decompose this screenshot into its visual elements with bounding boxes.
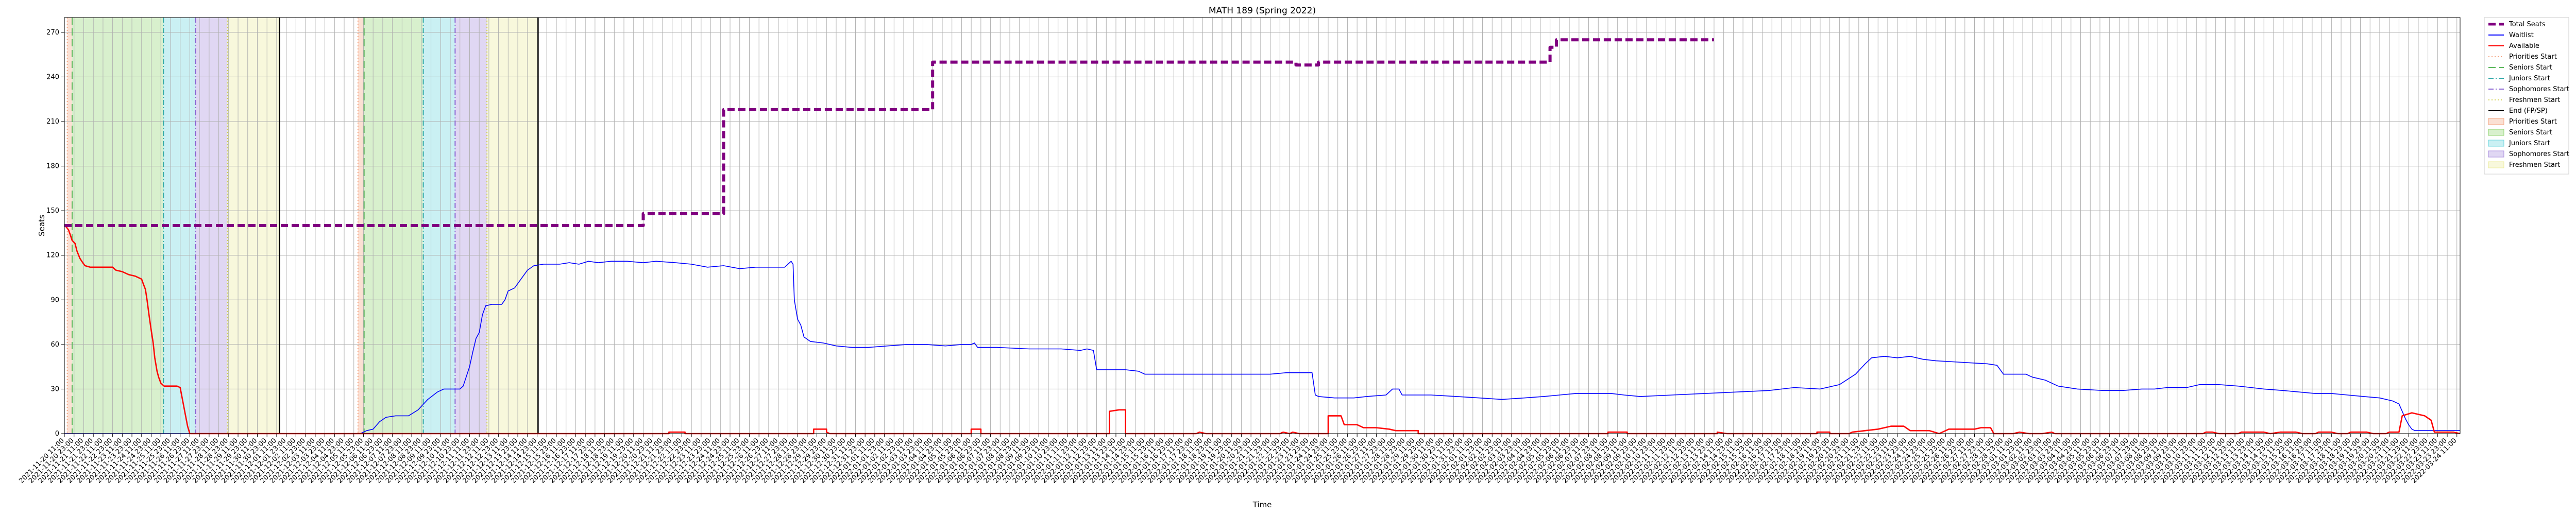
plot-frame <box>64 17 2461 434</box>
y-tick-label: 60 <box>50 341 59 349</box>
legend-label: Freshmen Start <box>2509 161 2560 169</box>
legend-label: Sophomores Start <box>2509 150 2569 158</box>
legend-label: Priorities Start <box>2509 53 2557 61</box>
chart-title: MATH 189 (Spring 2022) <box>1209 6 1316 16</box>
legend-label: Total Seats <box>2509 21 2546 28</box>
y-tick-label: 270 <box>46 29 59 37</box>
legend-box <box>2484 17 2569 175</box>
legend-label: Sophomores Start <box>2509 85 2569 93</box>
x-axis-title: Time <box>1252 500 1272 509</box>
legend-label: Juniors Start <box>2509 140 2550 147</box>
y-tick-label: 150 <box>46 207 59 215</box>
y-axis-title: Seats <box>37 215 46 236</box>
grid-lines <box>64 18 2460 434</box>
y-tick-label: 30 <box>50 385 59 393</box>
legend-swatch <box>2488 150 2504 158</box>
legend-label: Available <box>2509 42 2539 50</box>
series-total-seats <box>64 38 1714 227</box>
legend-swatch <box>2488 129 2504 136</box>
legend-label: Priorities Start <box>2509 118 2557 126</box>
legend-swatch <box>2488 161 2504 168</box>
legend-label: Freshmen Start <box>2509 96 2560 104</box>
series-waitlist <box>64 261 2460 434</box>
legend: Total Seats Waitlist Available Priorities S… <box>2484 17 2569 175</box>
legend-swatch <box>2488 140 2504 147</box>
legend-label: Seniors Start <box>2509 64 2552 72</box>
y-tick-label: 120 <box>46 252 59 260</box>
legend-swatch <box>2488 118 2504 125</box>
y-tick-label: 240 <box>46 73 59 81</box>
series-lines <box>64 38 2461 435</box>
y-tick-label: 180 <box>46 163 59 170</box>
series-available <box>64 225 2461 435</box>
y-tick-label: 0 <box>55 430 59 438</box>
legend-label: Juniors Start <box>2509 75 2550 82</box>
y-tick-label: 90 <box>50 296 59 304</box>
period-band <box>72 18 164 434</box>
legend-label: Seniors Start <box>2509 129 2552 136</box>
legend-label: End (FP/SP) <box>2509 107 2548 115</box>
y-tick-label: 210 <box>46 118 59 126</box>
legend-label: Waitlist <box>2509 31 2534 39</box>
y-axis: 0 30 60 90 120 150 180 210 240 270 <box>46 29 64 438</box>
